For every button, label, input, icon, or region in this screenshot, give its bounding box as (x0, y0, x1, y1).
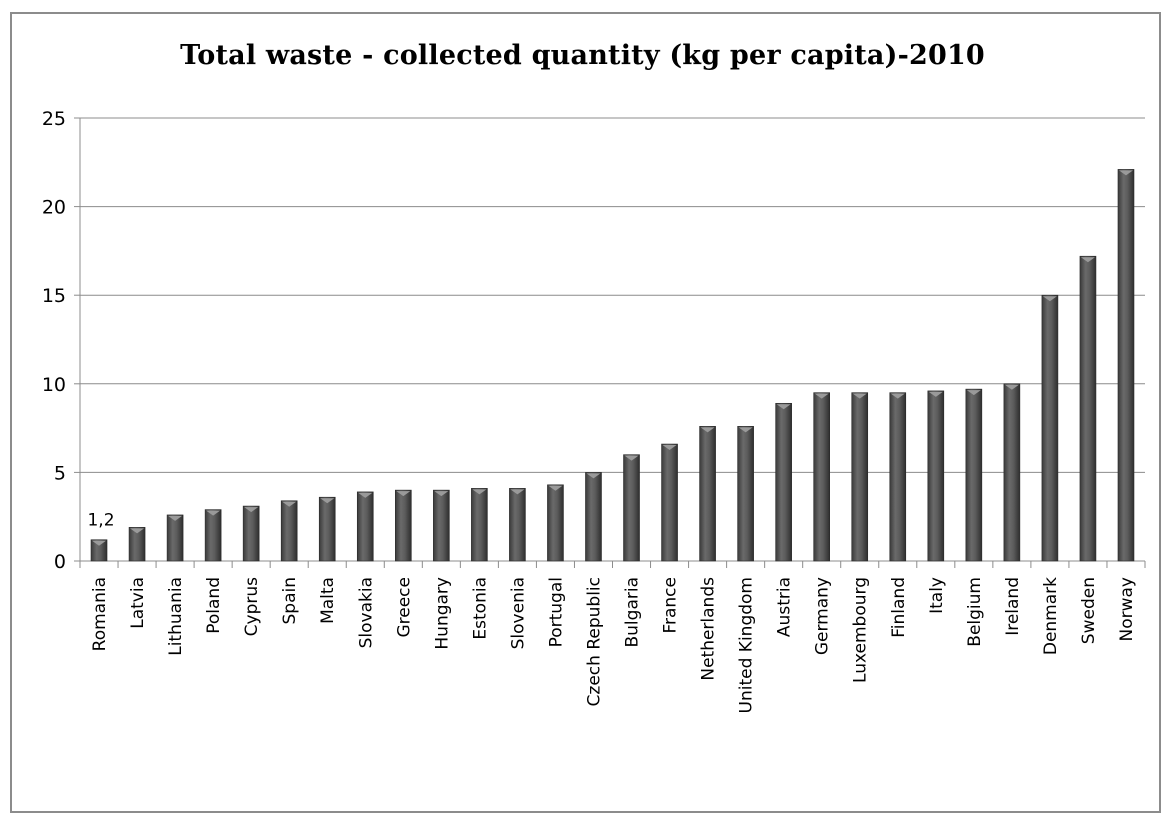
data-label: 1,2 (87, 511, 114, 531)
x-tick-label: Bulgaria (623, 577, 643, 648)
x-tick-label: Netherlands (699, 577, 719, 681)
bar-cap (320, 498, 335, 504)
x-tick-label: Estonia (470, 577, 490, 640)
x-tick-label: Latvia (128, 577, 148, 629)
x-tick-label: Lithuania (166, 577, 186, 656)
x-tick-label: Hungary (432, 577, 452, 650)
bar-portugal (547, 484, 564, 562)
x-tick-label: Slovenia (508, 577, 528, 649)
bar-ireland (1003, 383, 1021, 562)
bar-cap (282, 501, 297, 507)
bar-cap (966, 390, 981, 396)
bar-slovakia (356, 491, 374, 562)
bar-cap (852, 393, 867, 399)
bar-sweden (1079, 255, 1097, 562)
y-tick-label: 20 (42, 197, 66, 219)
x-tick-label: Portugal (546, 577, 566, 647)
bar-slovenia (509, 488, 526, 562)
bar-spain (280, 500, 298, 562)
bar-cap (396, 491, 411, 497)
x-tick-label: Czech Republic (584, 577, 604, 706)
bar-germany (813, 392, 830, 562)
x-tick-label: Finland (889, 577, 909, 638)
bar-cap (1118, 170, 1133, 176)
bar-norway (1117, 169, 1135, 562)
bar-italy (927, 390, 945, 562)
x-tick-label: Belgium (965, 577, 985, 647)
bar-cap (472, 489, 487, 495)
bar-cap (700, 427, 715, 433)
bar-cap (130, 528, 145, 534)
bar-cap (1042, 296, 1057, 302)
bar-cap (434, 491, 449, 497)
bar-cap (586, 473, 601, 479)
bar-netherlands (699, 426, 716, 562)
bar-greece (395, 489, 412, 562)
bar-cap (206, 510, 221, 516)
bar-cap (510, 489, 525, 495)
x-tick-label: Sweden (1079, 577, 1099, 644)
bar-czech-republic (585, 472, 602, 562)
x-tick-label: Italy (927, 577, 947, 614)
bar-cap (168, 515, 183, 521)
bar-hungary (433, 489, 450, 562)
bar-cap (776, 404, 791, 410)
y-tick-label: 15 (42, 285, 66, 307)
x-tick-label: Slovakia (356, 577, 376, 648)
y-tick-label: 25 (42, 108, 66, 130)
x-tick-label: Spain (280, 577, 300, 625)
y-tick-label: 5 (54, 462, 66, 484)
x-tick-label: Cyprus (242, 577, 262, 636)
bar-united-kingdom (737, 426, 754, 562)
x-tick-label: Denmark (1041, 577, 1061, 655)
bar-lithuania (166, 514, 184, 562)
bar-estonia (471, 488, 488, 562)
bar-austria (775, 402, 792, 562)
bar-cap (92, 540, 107, 546)
x-tick-label: Germany (813, 577, 833, 655)
bar-cap (890, 393, 905, 399)
bar-france (661, 443, 678, 562)
chart-title: Total waste - collected quantity (kg per… (180, 40, 985, 71)
x-tick-label: Malta (318, 577, 338, 624)
bar-cyprus (242, 505, 260, 562)
bar-cap (548, 485, 563, 491)
bar-luxembourg (851, 392, 869, 562)
bar-finland (889, 392, 907, 562)
bar-cap (662, 445, 677, 451)
y-tick-label: 0 (54, 551, 66, 573)
bar-poland (204, 509, 222, 562)
x-tick-label: Luxembourg (851, 577, 871, 683)
bar-cap (244, 507, 259, 513)
bar-cap (624, 455, 639, 461)
bar-belgium (965, 388, 983, 562)
x-tick-label: Norway (1117, 577, 1137, 642)
bar-cap (1080, 257, 1095, 263)
bar-latvia (128, 527, 146, 562)
bar-cap (358, 492, 373, 498)
x-tick-label: Greece (394, 577, 414, 638)
bar-romania (90, 539, 108, 562)
bar-cap (928, 391, 943, 397)
y-tick-label: 10 (42, 374, 66, 396)
bar-denmark (1041, 294, 1059, 562)
x-tick-label: France (661, 577, 681, 634)
x-tick-label: Romania (90, 577, 110, 651)
x-tick-label: Austria (775, 577, 795, 637)
bar-malta (318, 496, 336, 562)
x-tick-label: Poland (204, 577, 224, 634)
x-tick-label: United Kingdom (737, 577, 757, 713)
bar-bulgaria (623, 454, 640, 562)
bar-cap (814, 393, 829, 399)
x-tick-label: Ireland (1003, 577, 1023, 636)
bar-cap (738, 427, 753, 433)
bar-cap (1004, 384, 1019, 390)
